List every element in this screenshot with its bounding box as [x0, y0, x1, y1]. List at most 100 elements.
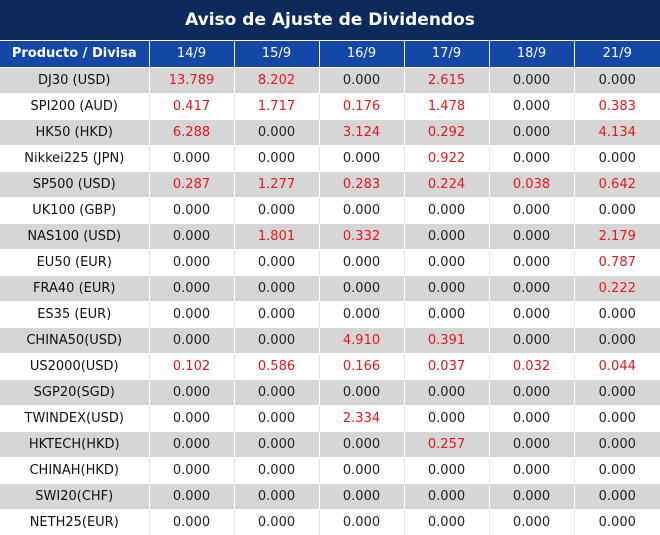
value-cell: 0.000 [149, 378, 235, 405]
value-cell: 0.000 [574, 300, 660, 327]
value-cell: 0.000 [574, 404, 660, 431]
value-cell: 0.000 [489, 378, 575, 405]
table-row: SGP20(SGD) 0.000 0.000 0.000 0.000 0.000 0.000 [0, 378, 660, 405]
value-cell: 4.910 [319, 326, 405, 353]
value-cell: 8.202 [234, 66, 320, 93]
value-cell: 2.179 [574, 222, 660, 249]
value-cell: 0.000 [489, 326, 575, 353]
value-cell: 0.000 [319, 378, 405, 405]
value-cell: 0.000 [149, 274, 235, 301]
value-cell: 0.000 [234, 118, 320, 145]
value-cell: 0.000 [404, 300, 490, 327]
header-date: 14/9 [149, 41, 235, 67]
value-cell: 0.000 [319, 144, 405, 171]
header-date: 16/9 [319, 41, 405, 67]
product-cell: SP500 (USD) [0, 170, 150, 197]
header-row: Producto / Divisa 14/9 15/9 16/9 17/9 18… [0, 41, 660, 67]
table-row: ES35 (EUR) 0.000 0.000 0.000 0.000 0.000 0.000 [0, 300, 660, 327]
value-cell: 0.000 [404, 222, 490, 249]
table-row: HK50 (HKD) 6.288 0.000 3.124 0.292 0.000 4.134 [0, 118, 660, 145]
value-cell: 0.000 [489, 482, 575, 509]
value-cell: 1.801 [234, 222, 320, 249]
table-row: NETH25(EUR) 0.000 0.000 0.000 0.000 0.000 0.00… [0, 508, 660, 535]
value-cell: 0.383 [574, 92, 660, 119]
value-cell: 0.000 [489, 456, 575, 483]
value-cell: 0.000 [489, 66, 575, 93]
value-cell: 0.000 [574, 144, 660, 171]
value-cell: 0.000 [489, 430, 575, 457]
table-row: DJ30 (USD) 13.789 8.202 0.000 2.615 0.000 0.00… [0, 66, 660, 93]
table-row: US2000(USD) 0.102 0.586 0.166 0.037 0.032 0.04… [0, 352, 660, 379]
value-cell: 0.000 [234, 326, 320, 353]
value-cell: 1.478 [404, 92, 490, 119]
value-cell: 0.586 [234, 352, 320, 379]
value-cell: 0.287 [149, 170, 235, 197]
value-cell: 0.391 [404, 326, 490, 353]
value-cell: 0.224 [404, 170, 490, 197]
product-cell: ES35 (EUR) [0, 300, 150, 327]
value-cell: 1.277 [234, 170, 320, 197]
value-cell: 0.642 [574, 170, 660, 197]
value-cell: 0.000 [149, 482, 235, 509]
table-row: SWI20(CHF) 0.000 0.000 0.000 0.000 0.000 0.000 [0, 482, 660, 509]
value-cell: 0.257 [404, 430, 490, 457]
product-cell: NAS100 (USD) [0, 222, 150, 249]
value-cell: 0.000 [149, 144, 235, 171]
table-row: SP500 (USD) 0.287 1.277 0.283 0.224 0.038 0.64… [0, 170, 660, 197]
value-cell: 0.000 [319, 248, 405, 275]
value-cell: 0.000 [404, 482, 490, 509]
value-cell: 0.000 [319, 456, 405, 483]
value-cell: 0.000 [574, 430, 660, 457]
value-cell: 0.000 [404, 196, 490, 223]
value-cell: 6.288 [149, 118, 235, 145]
value-cell: 0.000 [319, 508, 405, 535]
value-cell: 0.787 [574, 248, 660, 275]
value-cell: 0.000 [234, 404, 320, 431]
table-row: TWINDEX(USD) 0.000 0.000 2.334 0.000 0.000 0.0… [0, 404, 660, 431]
header-date: 18/9 [489, 41, 575, 67]
value-cell: 0.000 [234, 274, 320, 301]
value-cell: 0.000 [149, 248, 235, 275]
value-cell: 0.038 [489, 170, 575, 197]
value-cell: 0.000 [149, 222, 235, 249]
value-cell: 0.000 [149, 326, 235, 353]
product-cell: UK100 (GBP) [0, 196, 150, 223]
value-cell: 0.032 [489, 352, 575, 379]
value-cell: 0.000 [404, 404, 490, 431]
value-cell: 0.000 [234, 456, 320, 483]
product-cell: NETH25(EUR) [0, 508, 150, 535]
table-row: CHINAH(HKD) 0.000 0.000 0.000 0.000 0.000 0.00… [0, 456, 660, 483]
value-cell: 13.789 [149, 66, 235, 93]
value-cell: 0.000 [574, 66, 660, 93]
value-cell: 0.000 [489, 222, 575, 249]
value-cell: 0.000 [234, 196, 320, 223]
value-cell: 0.000 [404, 508, 490, 535]
value-cell: 0.332 [319, 222, 405, 249]
dividend-table: Producto / Divisa 14/9 15/9 16/9 17/9 18… [0, 41, 660, 535]
table-row: EU50 (EUR) 0.000 0.000 0.000 0.000 0.000 0.787 [0, 248, 660, 275]
value-cell: 0.000 [574, 508, 660, 535]
value-cell: 0.176 [319, 92, 405, 119]
value-cell: 1.717 [234, 92, 320, 119]
value-cell: 0.000 [234, 144, 320, 171]
value-cell: 0.000 [319, 482, 405, 509]
value-cell: 0.000 [149, 300, 235, 327]
product-cell: TWINDEX(USD) [0, 404, 150, 431]
header-product: Producto / Divisa [0, 41, 150, 67]
value-cell: 2.615 [404, 66, 490, 93]
value-cell: 0.102 [149, 352, 235, 379]
value-cell: 0.000 [574, 482, 660, 509]
value-cell: 0.000 [574, 456, 660, 483]
value-cell: 0.000 [149, 456, 235, 483]
value-cell: 0.000 [149, 508, 235, 535]
table-row: HKTECH(HKD) 0.000 0.000 0.000 0.257 0.000 0.00… [0, 430, 660, 457]
value-cell: 0.000 [489, 144, 575, 171]
value-cell: 0.000 [234, 300, 320, 327]
value-cell: 0.000 [574, 196, 660, 223]
value-cell: 0.000 [489, 404, 575, 431]
table-row: CHINA50(USD) 0.000 0.000 4.910 0.391 0.000 0.0… [0, 326, 660, 353]
value-cell: 0.283 [319, 170, 405, 197]
value-cell: 0.000 [149, 430, 235, 457]
value-cell: 0.000 [404, 274, 490, 301]
